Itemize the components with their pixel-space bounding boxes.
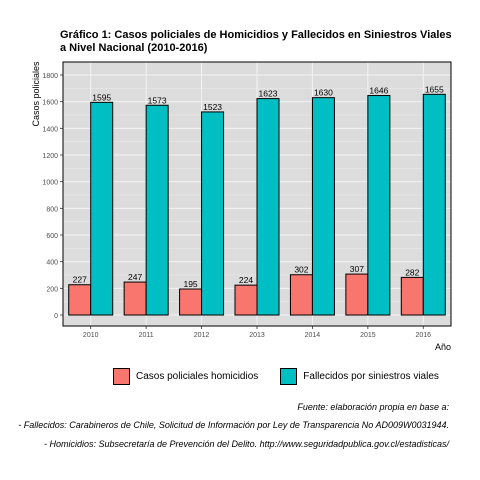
y-tick-label: 1600 [42,100,58,107]
x-axis-title: Año [435,342,451,352]
legend-item-homicidios: Casos policiales homicidios [113,368,258,385]
bar-homicidios-2016 [400,276,424,316]
data-label-fallecidos-2014: 1630 [314,88,333,98]
legend-item-fallecidos: Fallecidos por siniestros viales [280,368,439,385]
y-tick-label: 1200 [42,153,58,160]
chart-title-line-1: Gráfico 1: Casos policiales de Homicidio… [60,29,452,41]
data-label-fallecidos-2016: 1655 [425,84,444,94]
y-tick-label: 0 [54,313,58,320]
bar-fallecidos-2015 [367,95,391,316]
data-label-homicidios-2011: 247 [128,272,142,282]
data-label-homicidios-2015: 307 [350,264,364,274]
data-label-fallecidos-2013: 1623 [259,89,278,99]
y-tick-label: 1000 [42,180,58,187]
x-tick-label: 2013 [249,332,265,339]
data-label-fallecidos-2011: 1573 [148,95,167,105]
legend: Casos policiales homicidios Fallecidos p… [113,368,461,385]
data-label-homicidios-2014: 302 [294,265,308,275]
x-tick-label: 2012 [194,332,210,339]
x-tick-label: 2010 [83,332,99,339]
data-label-homicidios-2012: 195 [183,279,197,289]
bar-fallecidos-2012 [201,111,225,316]
bar-homicidios-2014 [289,274,313,316]
x-tick-label: 2011 [139,332,154,339]
bar-fallecidos-2014 [311,97,335,316]
bar-homicidios-2015 [345,273,369,316]
data-label-fallecidos-2015: 1646 [369,86,388,96]
legend-label-fallecidos: Fallecidos por siniestros viales [303,371,439,382]
bar-homicidios-2012 [179,288,203,316]
data-label-homicidios-2016: 282 [405,267,419,277]
source-homicidios: - Homicidios: Subsecretaría de Prevenció… [43,439,449,449]
source-heading: Fuente: elaboración propia en base a: [297,402,449,412]
data-label-homicidios-2013: 224 [239,275,253,285]
y-axis-title: Casos policiales [31,61,41,127]
legend-swatch-fallecidos [280,368,298,385]
y-tick-label: 1400 [42,126,58,133]
y-tick-label: 1800 [42,73,58,80]
bar-fallecidos-2011 [145,104,169,316]
bar-fallecidos-2010 [90,101,114,316]
y-tick-label: 600 [46,233,58,240]
bar-homicidios-2010 [68,284,92,316]
source-fallecidos: - Fallecidos: Carabineros de Chile, Soli… [18,420,449,430]
chart-title-line-2: a Nivel Nacional (2010-2016) [60,42,208,54]
bar-homicidios-2011 [123,281,147,316]
chart-title: Gráfico 1: Casos policiales de Homicidio… [60,29,452,55]
data-label-fallecidos-2010: 1595 [92,92,111,102]
legend-swatch-homicidios [113,368,130,385]
data-label-homicidios-2010: 227 [73,275,87,285]
y-tick-label: 800 [46,206,58,213]
legend-label-homicidios: Casos policiales homicidios [136,371,259,382]
plot-border [62,61,452,327]
y-tick-label: 200 [46,286,58,293]
x-tick-label: 2016 [415,332,431,339]
data-label-fallecidos-2012: 1523 [203,102,222,112]
bar-fallecidos-2013 [256,98,280,316]
x-tick-label: 2015 [360,332,376,339]
y-tick-label: 400 [46,260,58,267]
bar-fallecidos-2016 [422,93,446,316]
x-tick-label: 2014 [305,332,321,339]
bar-homicidios-2013 [234,284,258,316]
